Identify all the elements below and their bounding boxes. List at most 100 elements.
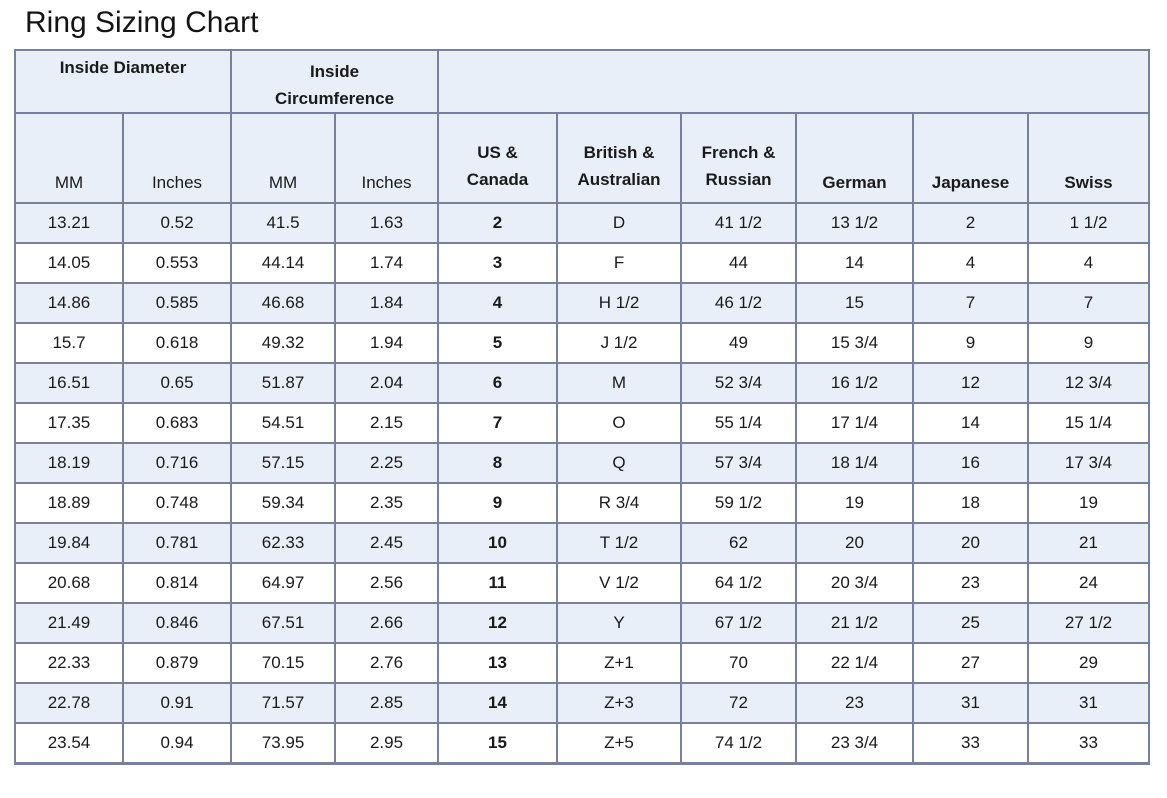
table-cell: 18 xyxy=(912,482,1030,525)
table-row: 15.7 0.618 49.32 1.94 5 J 1/2 49 15 3/4 9 9 xyxy=(14,322,1151,365)
table-cell: 55 1/4 xyxy=(680,402,798,445)
table-row: 16.51 0.65 51.87 2.04 6 M 52 3/4 16 1/2 12 12 3/4 xyxy=(14,362,1151,405)
table-cell: 62.33 xyxy=(230,522,337,565)
table-cell: 0.846 xyxy=(121,602,233,645)
table-cell: 0.65 xyxy=(121,362,233,405)
table-cell: 7 xyxy=(437,402,559,445)
table-cell: 20 xyxy=(912,522,1030,565)
header-us-canada: US & Canada xyxy=(437,112,559,205)
page-title: Ring Sizing Chart xyxy=(25,6,259,39)
table-header: Inside Diameter Inside Circumference MM … xyxy=(13,48,1151,205)
table-cell: 54.51 xyxy=(230,402,337,445)
table-cell: 44.14 xyxy=(230,242,337,285)
table-cell: 21.49 xyxy=(14,602,124,645)
table-cell: 52 3/4 xyxy=(680,362,798,405)
table-row: 22.33 0.879 70.15 2.76 13 Z+1 70 22 1/4 27 29 xyxy=(14,642,1151,685)
table-cell: 22.78 xyxy=(14,682,124,725)
table-cell: 2.35 xyxy=(334,482,440,525)
table-cell: Z+5 xyxy=(556,722,683,765)
table-cell: R 3/4 xyxy=(556,482,683,525)
table-cell: 16 1/2 xyxy=(795,362,915,405)
table-cell: 64.97 xyxy=(230,562,337,605)
table-cell: 57.15 xyxy=(230,442,337,485)
table-cell: 25 xyxy=(912,602,1030,645)
group-header-row: Inside Diameter Inside Circumference xyxy=(13,48,1151,115)
table-cell: 4 xyxy=(1027,242,1151,285)
table-cell: 0.94 xyxy=(121,722,233,765)
table-cell: 7 xyxy=(1027,282,1151,325)
column-header-row: MM Inches MM Inches US & Canada British … xyxy=(14,112,1151,205)
table-cell: 51.87 xyxy=(230,362,337,405)
table-row: 18.89 0.748 59.34 2.35 9 R 3/4 59 1/2 19 18 19 xyxy=(14,482,1151,525)
header-japanese: Japanese xyxy=(912,112,1030,205)
table-cell: 0.879 xyxy=(121,642,233,685)
table-cell: 16.51 xyxy=(14,362,124,405)
table-cell: 21 1/2 xyxy=(795,602,915,645)
table-cell: 41.5 xyxy=(230,202,337,245)
table-cell: 24 xyxy=(1027,562,1151,605)
table-cell: 1 1/2 xyxy=(1027,202,1151,245)
table-cell: 8 xyxy=(437,442,559,485)
header-circumference-mm: MM xyxy=(230,112,337,205)
header-diameter-inches: Inches xyxy=(121,112,233,205)
table-cell: 62 xyxy=(680,522,798,565)
table-cell: 9 xyxy=(912,322,1030,365)
table-cell: 10 xyxy=(437,522,559,565)
table-cell: 74 1/2 xyxy=(680,722,798,765)
table-cell: 12 3/4 xyxy=(1027,362,1151,405)
table-cell: 0.683 xyxy=(121,402,233,445)
table-row: 20.68 0.814 64.97 2.56 11 V 1/2 64 1/2 20 3/4 23… xyxy=(14,562,1151,605)
table-cell: J 1/2 xyxy=(556,322,683,365)
table-cell: 12 xyxy=(912,362,1030,405)
table-cell: 18.19 xyxy=(14,442,124,485)
table-row: 22.78 0.91 71.57 2.85 14 Z+3 72 23 31 31 xyxy=(14,682,1151,725)
table-cell: 22 1/4 xyxy=(795,642,915,685)
table-cell: 49.32 xyxy=(230,322,337,365)
table-row: 13.21 0.52 41.5 1.63 2 D 41 1/2 13 1/2 2 1 1/2 xyxy=(14,202,1151,245)
table-cell: 0.716 xyxy=(121,442,233,485)
table-cell: 15.7 xyxy=(14,322,124,365)
header-inside-circumference: Inside Circumference xyxy=(230,48,440,115)
ring-sizing-table: Inside Diameter Inside Circumference MM … xyxy=(13,48,1151,765)
table-row: 23.54 0.94 73.95 2.95 15 Z+5 74 1/2 23 3/4 33 33 xyxy=(14,722,1151,765)
table-cell: 19 xyxy=(1027,482,1151,525)
table-cell: 20 xyxy=(795,522,915,565)
table-cell: F xyxy=(556,242,683,285)
table-cell: 59.34 xyxy=(230,482,337,525)
table-cell: 41 1/2 xyxy=(680,202,798,245)
table-cell: 57 3/4 xyxy=(680,442,798,485)
table-row: 19.84 0.781 62.33 2.45 10 T 1/2 62 20 20 21 xyxy=(14,522,1151,565)
header-french-russian: French & Russian xyxy=(680,112,798,205)
table-cell: 13 1/2 xyxy=(795,202,915,245)
table-cell: 0.91 xyxy=(121,682,233,725)
table-cell: 2.85 xyxy=(334,682,440,725)
table-row: 14.05 0.553 44.14 1.74 3 F 44 14 4 4 xyxy=(14,242,1151,285)
table-cell: 67.51 xyxy=(230,602,337,645)
header-swiss: Swiss xyxy=(1027,112,1151,205)
table-cell: 20 3/4 xyxy=(795,562,915,605)
table-row: 18.19 0.716 57.15 2.25 8 Q 57 3/4 18 1/4 16 17 3/… xyxy=(14,442,1151,485)
table-cell: 3 xyxy=(437,242,559,285)
table-cell: 70 xyxy=(680,642,798,685)
table-cell: 46.68 xyxy=(230,282,337,325)
table-cell: 71.57 xyxy=(230,682,337,725)
table-cell: 33 xyxy=(1027,722,1151,765)
table-cell: 1.84 xyxy=(334,282,440,325)
table-cell: 23 xyxy=(912,562,1030,605)
table-cell: 2.76 xyxy=(334,642,440,685)
table-cell: 2.95 xyxy=(334,722,440,765)
table-cell: 17 1/4 xyxy=(795,402,915,445)
table-cell: 13.21 xyxy=(14,202,124,245)
table-cell: 2 xyxy=(912,202,1030,245)
table-cell: 1.63 xyxy=(334,202,440,245)
table-cell: 0.52 xyxy=(121,202,233,245)
table-cell: 0.618 xyxy=(121,322,233,365)
header-german: German xyxy=(795,112,915,205)
table-cell: 31 xyxy=(1027,682,1151,725)
table-cell: 2.56 xyxy=(334,562,440,605)
table-cell: 44 xyxy=(680,242,798,285)
header-spacer-cell xyxy=(437,48,1151,115)
table-cell: 5 xyxy=(437,322,559,365)
table-cell: 11 xyxy=(437,562,559,605)
table-cell: M xyxy=(556,362,683,405)
